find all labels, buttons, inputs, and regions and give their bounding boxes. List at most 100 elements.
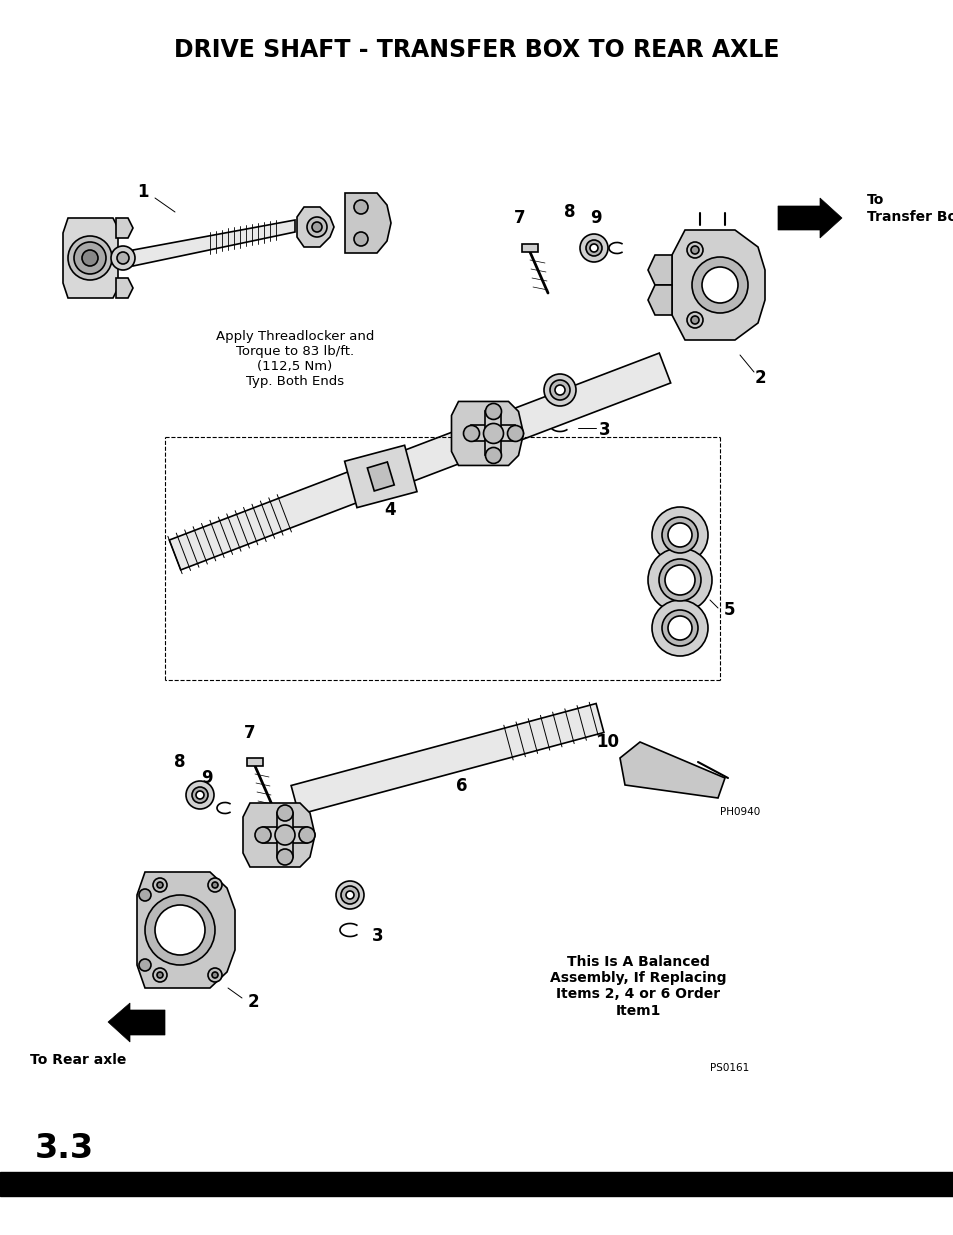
Circle shape <box>195 790 204 799</box>
Circle shape <box>68 236 112 280</box>
Polygon shape <box>521 245 537 252</box>
Text: Apply Threadlocker and
Torque to 83 lb/ft.
(112,5 Nm)
Typ. Both Ends: Apply Threadlocker and Torque to 83 lb/f… <box>215 330 374 388</box>
Polygon shape <box>671 230 764 340</box>
Circle shape <box>543 374 576 406</box>
Circle shape <box>354 200 368 214</box>
Circle shape <box>208 968 222 982</box>
Circle shape <box>186 781 213 809</box>
Text: 8: 8 <box>174 753 186 771</box>
Circle shape <box>154 905 205 955</box>
Circle shape <box>550 380 569 400</box>
Circle shape <box>485 447 501 463</box>
Circle shape <box>157 882 163 888</box>
Circle shape <box>276 805 293 821</box>
Circle shape <box>145 895 214 965</box>
Circle shape <box>82 249 98 266</box>
Text: This Is A Balanced
Assembly, If Replacing
Items 2, 4 or 6 Order
Item1: This Is A Balanced Assembly, If Replacin… <box>549 955 725 1018</box>
Circle shape <box>659 559 700 601</box>
Text: 5: 5 <box>723 601 735 619</box>
Circle shape <box>661 517 698 553</box>
Polygon shape <box>291 704 603 815</box>
Circle shape <box>354 232 368 246</box>
Circle shape <box>335 881 364 909</box>
Polygon shape <box>243 803 314 867</box>
Circle shape <box>74 242 106 274</box>
Polygon shape <box>619 742 724 798</box>
Polygon shape <box>296 207 334 247</box>
Circle shape <box>686 242 702 258</box>
Text: DRIVE SHAFT - TRANSFER BOX TO REAR AXLE: DRIVE SHAFT - TRANSFER BOX TO REAR AXLE <box>174 38 779 62</box>
Text: 3: 3 <box>598 421 610 438</box>
Circle shape <box>276 848 293 864</box>
Polygon shape <box>647 285 671 315</box>
Circle shape <box>507 425 523 441</box>
Polygon shape <box>247 758 263 766</box>
Text: 3606   Rev  5/99: 3606 Rev 5/99 <box>786 1191 889 1203</box>
Circle shape <box>691 257 747 312</box>
Polygon shape <box>647 254 671 285</box>
Circle shape <box>212 972 218 978</box>
Polygon shape <box>276 813 293 857</box>
Polygon shape <box>63 219 118 298</box>
Circle shape <box>483 424 503 443</box>
Circle shape <box>664 564 695 595</box>
Circle shape <box>585 240 601 256</box>
Polygon shape <box>344 446 416 508</box>
Text: 1: 1 <box>137 183 149 201</box>
Text: Transfer Box: Transfer Box <box>866 210 953 224</box>
Polygon shape <box>451 401 523 466</box>
Circle shape <box>579 233 607 262</box>
Circle shape <box>139 960 151 971</box>
Circle shape <box>192 787 208 803</box>
Polygon shape <box>485 411 501 456</box>
Text: PS0161: PS0161 <box>709 1063 748 1073</box>
Circle shape <box>589 245 598 252</box>
Circle shape <box>274 825 294 845</box>
Polygon shape <box>108 1003 165 1042</box>
Circle shape <box>661 610 698 646</box>
Polygon shape <box>367 462 394 492</box>
Circle shape <box>312 222 322 232</box>
Text: 9: 9 <box>590 209 601 227</box>
Polygon shape <box>778 198 841 238</box>
Circle shape <box>254 827 271 844</box>
Circle shape <box>340 885 358 904</box>
Polygon shape <box>263 827 307 844</box>
Circle shape <box>647 548 711 613</box>
Circle shape <box>485 404 501 420</box>
Circle shape <box>298 827 314 844</box>
Text: To Rear axle: To Rear axle <box>30 1053 126 1067</box>
Circle shape <box>690 246 699 254</box>
Text: 3: 3 <box>372 927 383 945</box>
Text: 10: 10 <box>596 734 618 751</box>
Circle shape <box>307 217 327 237</box>
Bar <box>0 1172 953 1195</box>
Circle shape <box>686 312 702 329</box>
Polygon shape <box>116 219 132 238</box>
Text: 8: 8 <box>563 203 576 221</box>
Circle shape <box>208 878 222 892</box>
Circle shape <box>117 252 129 264</box>
Circle shape <box>157 972 163 978</box>
Polygon shape <box>169 353 670 569</box>
Circle shape <box>667 616 691 640</box>
Circle shape <box>651 508 707 563</box>
Text: 3.3: 3.3 <box>35 1131 94 1165</box>
Polygon shape <box>471 425 515 441</box>
Text: 9: 9 <box>201 769 213 787</box>
Circle shape <box>152 878 167 892</box>
Text: 4: 4 <box>384 501 395 519</box>
Text: PH0940: PH0940 <box>720 806 760 818</box>
Polygon shape <box>137 872 234 988</box>
Text: 2: 2 <box>247 993 258 1011</box>
Text: 7: 7 <box>244 724 255 742</box>
Circle shape <box>346 890 354 899</box>
Polygon shape <box>345 193 391 253</box>
Polygon shape <box>116 278 132 298</box>
Circle shape <box>111 246 135 270</box>
Text: 6: 6 <box>456 777 467 795</box>
Circle shape <box>139 889 151 902</box>
Text: 7: 7 <box>514 209 525 227</box>
Circle shape <box>667 522 691 547</box>
Circle shape <box>651 600 707 656</box>
